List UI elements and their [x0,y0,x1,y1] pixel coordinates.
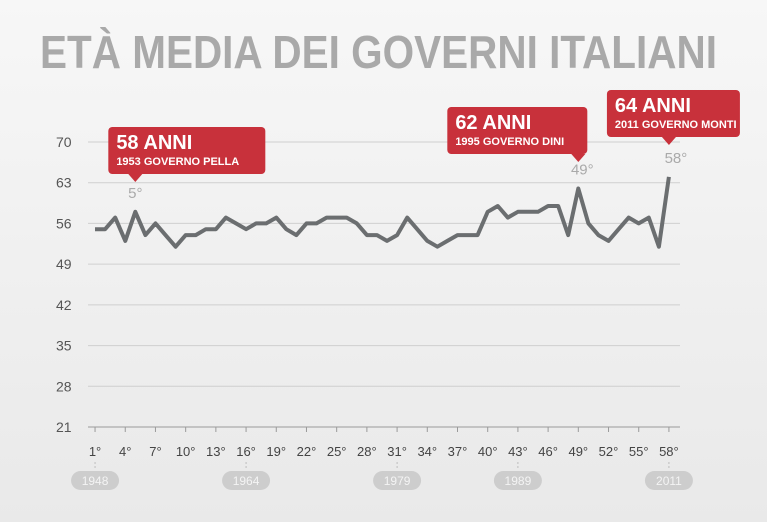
year-pill [373,471,422,490]
y-tick-label: 28 [56,378,72,394]
y-tick-label: 42 [56,297,72,313]
y-tick-label: 70 [56,134,72,150]
x-tick-label: 13° [206,444,226,459]
callout-subtitle: 1953 GOVERNO PELLA [116,156,239,168]
x-tick-label: 28° [357,444,377,459]
x-tick-label: 40° [478,444,498,459]
callout-box [108,127,266,174]
y-tick-label: 35 [56,338,72,354]
year-label: 1964 [233,474,260,488]
x-tick-label: 22° [297,444,317,459]
x-tick-label: 31° [387,444,407,459]
year-label: 1989 [505,474,532,488]
x-tick-label: 37° [448,444,468,459]
x-tick-label: 49° [568,444,588,459]
y-tick-label: 49 [56,256,72,272]
year-pill [493,471,542,490]
x-tick-label: 55° [629,444,649,459]
x-tick-label: 16° [236,444,256,459]
callout-subtitle: 2011 GOVERNO MONTI [615,119,737,131]
y-tick-label: 21 [56,419,72,435]
chart-title: ETÀ MEDIA DEI GOVERNI ITALIANI [40,26,717,78]
x-tick-label: 34° [417,444,437,459]
callout-pointer [571,154,586,162]
callout-title: 64 ANNI [615,95,691,117]
year-label: 1948 [82,474,109,488]
x-tick-label: 1° [89,444,101,459]
callout-title: 58 ANNI [116,132,192,154]
x-tick-label: 19° [266,444,286,459]
callout-pointer [661,137,676,145]
x-tick-label: 46° [538,444,558,459]
y-tick-label: 56 [56,215,72,231]
y-tick-label: 63 [56,175,72,191]
x-tick-label: 7° [149,444,161,459]
year-pill [71,471,120,490]
callout-box [606,90,740,137]
year-label: 1979 [384,474,411,488]
point-label: 49° [571,162,594,179]
year-label: 2011 [656,474,682,488]
point-label: 5° [128,185,142,202]
point-label: 58° [665,150,688,167]
x-tick-label: 43° [508,444,528,459]
callout-subtitle: 1995 GOVERNO DINI [455,136,564,148]
callout-box [447,107,588,154]
year-pill [644,471,693,490]
callout-pointer [128,174,143,182]
callout-title: 62 ANNI [455,112,531,134]
x-tick-label: 52° [599,444,619,459]
year-pill [222,471,271,490]
x-tick-label: 4° [119,444,131,459]
x-tick-label: 58° [659,444,679,459]
x-tick-label: 10° [176,444,196,459]
data-line [95,176,671,249]
x-tick-label: 25° [327,444,347,459]
